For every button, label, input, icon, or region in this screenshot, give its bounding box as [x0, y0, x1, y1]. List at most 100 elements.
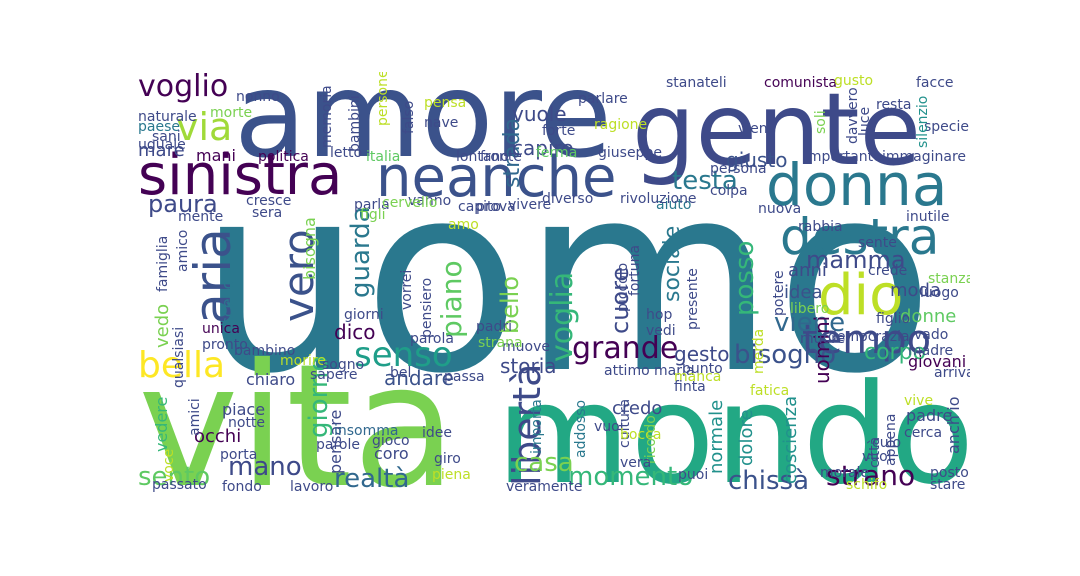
- cloud-word: giusto: [726, 148, 788, 172]
- cloud-word: momento: [568, 462, 694, 492]
- cloud-word: vieni: [738, 121, 772, 137]
- cloud-word: notte: [228, 415, 266, 431]
- cloud-word: morale: [820, 465, 870, 481]
- cloud-word: sinistra: [138, 143, 343, 208]
- cloud-word: amico: [175, 229, 191, 272]
- cloud-word: ragione: [594, 117, 648, 133]
- cloud-word: muore: [800, 331, 846, 347]
- cloud-word: casa: [514, 448, 574, 478]
- cloud-word: importa: [529, 399, 545, 454]
- cloud-word: piace: [222, 400, 266, 419]
- cloud-word: cervello: [382, 195, 438, 211]
- cloud-word: realtà: [334, 464, 410, 494]
- cloud-word: mani: [196, 146, 236, 165]
- cloud-word: idee: [422, 425, 453, 441]
- cloud-word: tempo: [802, 317, 932, 363]
- cloud-word: rabbia: [798, 219, 843, 235]
- cloud-word: democrazia: [828, 329, 910, 345]
- cloud-word: cerca: [904, 425, 943, 441]
- cloud-word: bella: [138, 345, 226, 386]
- cloud-word: stanza: [928, 271, 970, 287]
- cloud-word: piena: [432, 467, 471, 483]
- cloud-word: bisogno: [734, 340, 837, 370]
- cloud-word: pensiero: [419, 277, 435, 338]
- cloud-word: dolore: [736, 409, 757, 466]
- cloud-word: attimo: [604, 363, 650, 379]
- cloud-word: uguale: [138, 137, 186, 153]
- cloud-word: bambino: [234, 343, 296, 359]
- cloud-word: merda: [751, 328, 767, 374]
- cloud-word: schifo: [846, 477, 888, 493]
- cloud-word: cresce: [246, 193, 292, 209]
- cloud-word: capire: [512, 136, 574, 160]
- cloud-word: lavoro: [290, 479, 334, 495]
- cloud-word: credo: [612, 398, 663, 419]
- cloud-word: parlare: [578, 91, 628, 107]
- cloud-word: comunista: [764, 75, 837, 91]
- cloud-word: anch'io: [944, 396, 963, 454]
- cloud-word: porta: [220, 447, 258, 463]
- cloud-word: vado: [914, 327, 949, 343]
- cloud-word: vedi: [646, 323, 676, 339]
- cloud-word: davvero: [845, 87, 861, 144]
- cloud-word: lontano: [456, 149, 509, 165]
- cloud-word: paura: [148, 190, 218, 218]
- cloud-word: idea: [784, 282, 823, 303]
- cloud-word: mare: [138, 140, 185, 161]
- cloud-word: finta: [674, 379, 706, 395]
- cloud-word: maria: [654, 363, 695, 379]
- cloud-word: letto: [330, 145, 363, 161]
- cloud-word: gesto: [674, 342, 730, 366]
- cloud-word: passa: [444, 369, 485, 385]
- cloud-word: sento: [138, 462, 211, 492]
- cloud-word: anni: [788, 260, 827, 281]
- cloud-word: posso: [730, 240, 760, 316]
- cloud-word: sapere: [310, 367, 358, 383]
- cloud-word: immaginare: [882, 149, 967, 165]
- cloud-word: addosso: [573, 399, 589, 458]
- cloud-word: mano: [228, 452, 302, 482]
- cloud-word: mondo: [496, 354, 970, 497]
- cloud-word: stanateli: [666, 75, 727, 91]
- cloud-word: senso: [354, 335, 453, 375]
- cloud-word: coro: [374, 444, 409, 463]
- cloud-word: vuoi: [594, 419, 624, 435]
- cloud-word: passato: [152, 477, 207, 493]
- cloud-word: padri: [476, 319, 512, 335]
- cloud-word: memoria: [319, 85, 335, 148]
- cloud-word: culo: [872, 435, 902, 451]
- cloud-word: amore: [234, 72, 612, 184]
- cloud-word: facce: [916, 75, 954, 91]
- cloud-word: ferma: [536, 145, 578, 161]
- cloud-word: destra: [780, 208, 940, 266]
- cloud-word: prova: [476, 199, 516, 215]
- cloud-word: bisogna: [300, 217, 319, 280]
- cloud-word: rivoluzione: [620, 191, 697, 207]
- cloud-word: pronto: [202, 337, 248, 353]
- cloud-word: figlio: [876, 311, 911, 327]
- cloud-word: moda: [890, 280, 942, 301]
- cloud-word: potere: [771, 270, 787, 316]
- cloud-word: arriva: [934, 365, 970, 381]
- cloud-word: pensa: [424, 95, 467, 111]
- cloud-word: chiaro: [246, 370, 296, 389]
- cloud-word: vera: [620, 455, 652, 471]
- cloud-word: sera: [252, 205, 283, 221]
- cloud-word: fronte: [480, 149, 522, 165]
- cloud-word: storia: [500, 354, 557, 378]
- cloud-word: donna: [766, 151, 948, 219]
- cloud-word: gioco: [372, 433, 410, 449]
- cloud-word: normale: [706, 399, 727, 474]
- cloud-word: donne: [900, 306, 957, 327]
- cloud-word: posto: [930, 465, 969, 481]
- cloud-word: giro: [434, 451, 461, 467]
- cloud-word: vita: [138, 328, 457, 496]
- cloud-word: nuova: [758, 201, 802, 217]
- cloud-word: vuol: [862, 449, 892, 465]
- cloud-word: uomini: [810, 315, 834, 384]
- cloud-word: vedo: [152, 303, 173, 348]
- cloud-word: amici: [187, 398, 203, 436]
- cloud-word: viene: [774, 308, 846, 338]
- cloud-word: giovani: [908, 352, 967, 371]
- cloud-word: giuseppe: [598, 145, 662, 161]
